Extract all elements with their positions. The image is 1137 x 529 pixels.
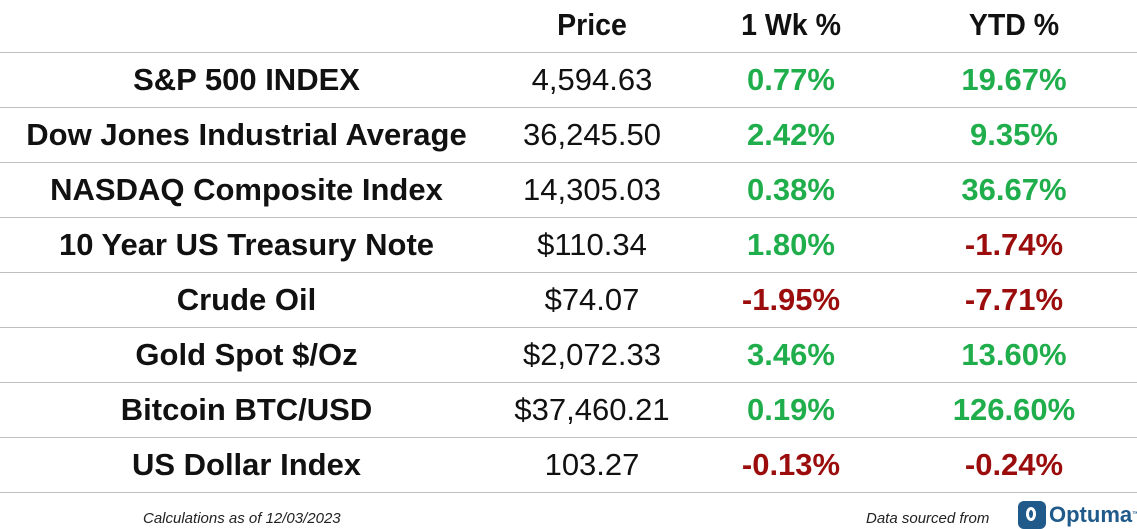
instrument-name: S&P 500 INDEX xyxy=(133,62,360,97)
table-row: NASDAQ Composite Index 14,305.03 0.38% 36.6… xyxy=(0,163,1137,218)
table-row: Crude Oil $74.07 -1.95% -7.71% xyxy=(0,273,1137,328)
table-row: Dow Jones Industrial Average 36,245.50 2.4… xyxy=(0,108,1137,163)
instrument-name: NASDAQ Composite Index xyxy=(50,172,443,207)
table-row: S&P 500 INDEX 4,594.63 0.77% 19.67% xyxy=(0,53,1137,108)
week-change-value: 3.46% xyxy=(747,337,835,372)
data-source-note: Data sourced from xyxy=(866,510,990,527)
trademark-mark: ™ xyxy=(1132,510,1137,519)
ytd-change-value: 36.67% xyxy=(961,172,1067,207)
table-row: 10 Year US Treasury Note $110.34 1.80% -1.7… xyxy=(0,218,1137,273)
ytd-change-value: 9.35% xyxy=(970,117,1058,152)
ytd-change-value: 13.60% xyxy=(961,337,1067,372)
price-value: 4,594.63 xyxy=(531,62,653,97)
header-1wk: 1 Wk % xyxy=(741,7,841,42)
week-change-value: 1.80% xyxy=(747,227,835,262)
table-row: US Dollar Index 103.27 -0.13% -0.24% xyxy=(0,438,1137,493)
calculation-date-note: Calculations as of 12/03/2023 xyxy=(143,510,341,527)
instrument-name: 10 Year US Treasury Note xyxy=(58,227,435,262)
optuma-logo: Optuma™ xyxy=(1018,501,1137,529)
ytd-change-value: -7.71% xyxy=(964,282,1064,317)
header-ytd: YTD % xyxy=(968,7,1060,42)
footer: Calculations as of 12/03/2023 Data sourc… xyxy=(0,494,1137,529)
table-row: Gold Spot $/Oz $2,072.33 3.46% 13.60% xyxy=(0,328,1137,383)
ytd-change-value: 19.67% xyxy=(961,62,1067,97)
instrument-name: Crude Oil xyxy=(176,282,317,317)
table-row: Bitcoin BTC/USD $37,460.21 0.19% 126.60% xyxy=(0,383,1137,438)
market-performance-table: S&P 500 INDEX 4,594.63 0.77% 19.67% Dow Jone… xyxy=(0,53,1137,493)
logo-wordmark: Optuma xyxy=(1049,502,1133,527)
instrument-name: Dow Jones Industrial Average xyxy=(26,117,467,152)
instrument-name: Bitcoin BTC/USD xyxy=(120,392,373,427)
ytd-change-value: -1.74% xyxy=(964,227,1064,262)
optuma-logo-text: Optuma™ xyxy=(1049,502,1137,528)
week-change-value: 0.38% xyxy=(747,172,835,207)
price-value: 36,245.50 xyxy=(523,117,661,152)
week-change-value: 2.42% xyxy=(747,117,835,152)
table-header-row: Price 1 Wk % YTD % xyxy=(0,0,1137,53)
price-value: 14,305.03 xyxy=(523,172,661,207)
header-price: Price xyxy=(557,7,627,42)
week-change-value: -0.13% xyxy=(741,447,841,482)
price-value: $2,072.33 xyxy=(523,337,661,372)
week-change-value: 0.19% xyxy=(747,392,835,427)
price-value: $37,460.21 xyxy=(514,392,670,427)
week-change-value: -1.95% xyxy=(741,282,841,317)
instrument-name: Gold Spot $/Oz xyxy=(135,337,358,372)
price-value: $74.07 xyxy=(544,282,640,317)
price-value: $110.34 xyxy=(537,227,647,262)
instrument-name: US Dollar Index xyxy=(131,447,362,482)
optuma-logo-icon xyxy=(1018,501,1046,529)
week-change-value: 0.77% xyxy=(747,62,835,97)
ytd-change-value: 126.60% xyxy=(952,392,1076,427)
ytd-change-value: -0.24% xyxy=(964,447,1064,482)
price-value: 103.27 xyxy=(544,447,640,482)
